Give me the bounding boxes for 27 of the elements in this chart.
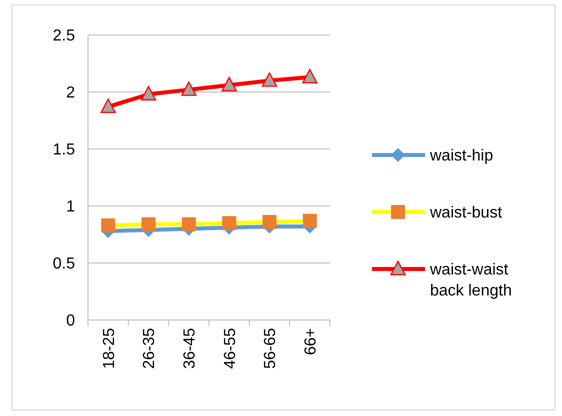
legend-label: waist-waist back length — [429, 262, 512, 300]
y-tick-label: 1.5 — [52, 142, 76, 159]
point — [262, 72, 278, 87]
legend-label: waist-bust — [429, 204, 503, 222]
point — [182, 217, 196, 232]
x-tick-label: 36-45 — [181, 328, 198, 369]
x-tick-label: 56-65 — [262, 328, 280, 369]
y-tick-label: 0 — [66, 312, 76, 330]
y-tick-label: 2.5 — [52, 28, 76, 45]
point — [222, 76, 237, 92]
point — [100, 98, 116, 114]
point — [302, 214, 317, 228]
y-tick-label: 0.5 — [52, 256, 76, 273]
point — [302, 68, 318, 84]
x-tick-label: 46-55 — [222, 328, 239, 369]
point — [181, 81, 196, 96]
x-tick-label: 66+ — [302, 328, 320, 356]
x-tick-label: 26-35 — [141, 328, 158, 369]
point — [140, 86, 156, 100]
point — [222, 216, 236, 230]
point — [262, 214, 276, 229]
point — [142, 217, 156, 232]
point — [101, 218, 116, 232]
y-tick-label: 2 — [66, 84, 76, 102]
legend-label: waist-hip — [429, 148, 494, 165]
y-tick-label: 1 — [66, 198, 76, 216]
x-tick-label: 18-25 — [100, 328, 118, 369]
